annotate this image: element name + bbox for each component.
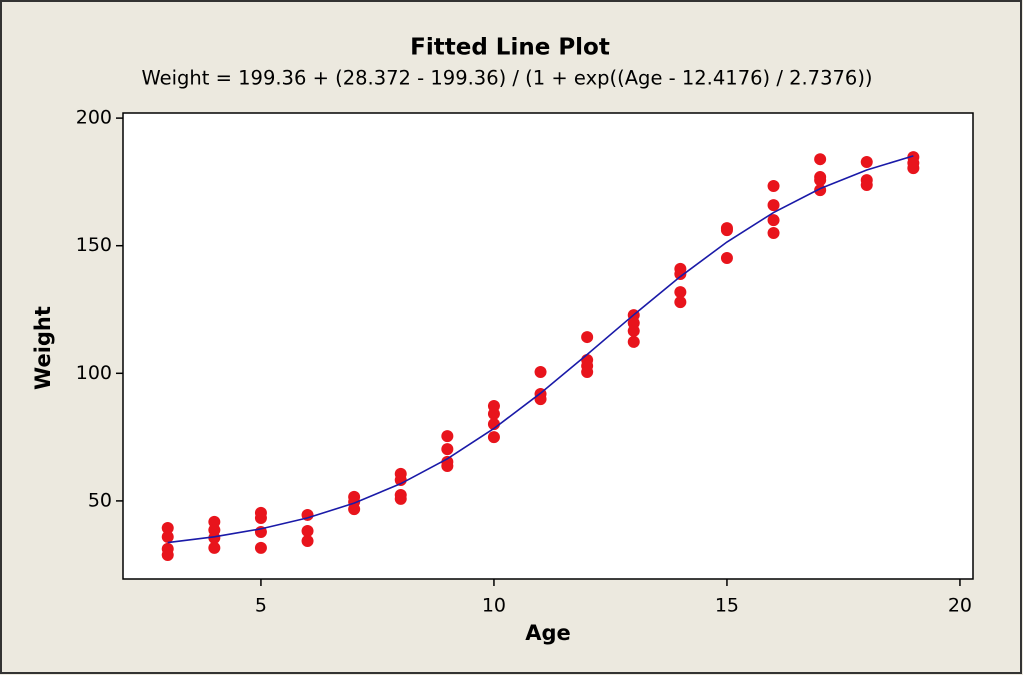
x-axis-label: Age xyxy=(525,621,571,645)
y-tick-label: 50 xyxy=(88,489,112,511)
data-point xyxy=(301,525,314,538)
data-point xyxy=(627,324,640,337)
data-point xyxy=(860,155,873,168)
data-point xyxy=(814,174,827,187)
data-point xyxy=(767,214,780,227)
x-tick-label: 10 xyxy=(482,595,506,617)
y-tick-label: 200 xyxy=(76,107,112,129)
data-point xyxy=(394,492,407,505)
data-point xyxy=(627,335,640,348)
data-point xyxy=(487,431,500,444)
data-point xyxy=(814,153,827,166)
data-point xyxy=(301,534,314,547)
data-point xyxy=(394,473,407,486)
data-point xyxy=(720,251,733,264)
x-tick-label: 15 xyxy=(715,595,739,617)
fitted-line xyxy=(167,155,914,544)
data-point xyxy=(674,268,687,281)
data-point xyxy=(208,541,221,554)
data-point xyxy=(441,443,454,456)
data-point xyxy=(534,366,547,379)
data-point xyxy=(907,162,920,175)
data-point xyxy=(674,296,687,309)
x-tick-label: 20 xyxy=(948,595,972,617)
data-point xyxy=(767,199,780,212)
y-axis-label: Weight xyxy=(31,306,55,390)
x-tick-label: 5 xyxy=(255,595,267,617)
data-point xyxy=(348,503,361,516)
data-point xyxy=(860,178,873,191)
y-tick-label: 150 xyxy=(76,234,112,256)
chart-title: Fitted Line Plot xyxy=(410,35,610,61)
data-point xyxy=(534,393,547,406)
data-point xyxy=(441,430,454,443)
plot-area xyxy=(122,112,974,580)
data-point xyxy=(720,224,733,237)
y-tick-label: 100 xyxy=(76,362,112,384)
data-point xyxy=(487,407,500,420)
data-point xyxy=(674,286,687,299)
data-point xyxy=(161,549,174,562)
data-point xyxy=(254,541,267,554)
data-point xyxy=(161,521,174,534)
data-point xyxy=(161,530,174,543)
data-point xyxy=(208,531,221,544)
data-point xyxy=(441,459,454,472)
data-point xyxy=(254,512,267,525)
data-point xyxy=(581,366,594,379)
chart-subtitle: Weight = 199.36 + (28.372 - 199.36) / (1… xyxy=(141,67,872,90)
data-point xyxy=(767,179,780,192)
data-point xyxy=(581,331,594,344)
data-point xyxy=(767,226,780,239)
